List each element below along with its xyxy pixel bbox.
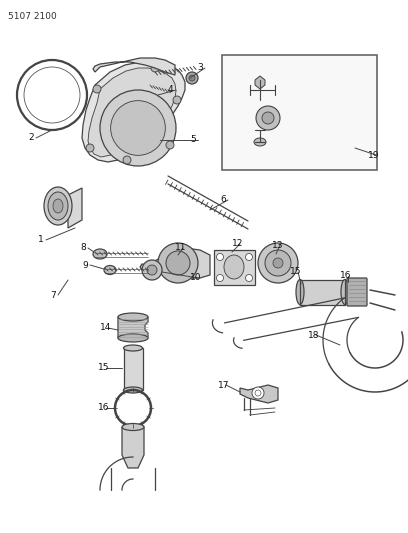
Circle shape — [273, 258, 283, 268]
Text: 13: 13 — [272, 240, 284, 249]
Text: 17: 17 — [218, 381, 229, 390]
Text: 2: 2 — [28, 133, 33, 142]
Bar — [222, 55, 377, 170]
Circle shape — [256, 106, 280, 130]
Circle shape — [189, 75, 195, 81]
Circle shape — [258, 243, 298, 283]
Text: 9: 9 — [82, 261, 88, 270]
Text: 1: 1 — [38, 236, 44, 245]
Ellipse shape — [122, 424, 144, 431]
Polygon shape — [124, 348, 143, 390]
Text: 3: 3 — [197, 63, 203, 72]
Text: 16: 16 — [340, 271, 352, 280]
Ellipse shape — [93, 249, 107, 259]
Circle shape — [217, 274, 224, 281]
Circle shape — [111, 101, 165, 155]
Polygon shape — [93, 58, 175, 75]
Polygon shape — [88, 68, 176, 157]
Circle shape — [86, 144, 94, 152]
Text: 11: 11 — [175, 244, 186, 253]
Polygon shape — [240, 385, 278, 403]
Text: 4: 4 — [168, 85, 174, 94]
Text: 19: 19 — [368, 150, 379, 159]
FancyBboxPatch shape — [347, 278, 367, 306]
Polygon shape — [300, 280, 345, 305]
Text: 7: 7 — [50, 290, 56, 300]
Text: 16: 16 — [98, 403, 109, 413]
Polygon shape — [118, 317, 148, 338]
Polygon shape — [82, 62, 185, 162]
Ellipse shape — [48, 192, 68, 220]
Text: 15: 15 — [290, 268, 302, 277]
Ellipse shape — [104, 265, 116, 274]
Ellipse shape — [118, 313, 148, 321]
Text: 10: 10 — [190, 273, 202, 282]
Circle shape — [166, 251, 190, 275]
Ellipse shape — [224, 255, 244, 279]
Circle shape — [173, 96, 181, 104]
Text: 12: 12 — [232, 239, 244, 248]
Circle shape — [186, 72, 198, 84]
Circle shape — [217, 254, 224, 261]
Circle shape — [142, 260, 162, 280]
Ellipse shape — [44, 187, 72, 225]
Text: 8: 8 — [80, 244, 86, 253]
Ellipse shape — [124, 345, 142, 351]
Circle shape — [262, 112, 274, 124]
Circle shape — [123, 156, 131, 164]
Text: 5107 2100: 5107 2100 — [8, 12, 57, 21]
Circle shape — [252, 387, 264, 399]
Circle shape — [246, 274, 253, 281]
Circle shape — [147, 265, 157, 275]
Text: 14: 14 — [100, 324, 111, 333]
Circle shape — [93, 85, 101, 93]
Text: 15: 15 — [98, 364, 109, 373]
Ellipse shape — [254, 138, 266, 146]
Circle shape — [158, 243, 198, 283]
Text: 5: 5 — [190, 135, 196, 144]
Circle shape — [265, 250, 291, 276]
Circle shape — [246, 254, 253, 261]
Ellipse shape — [118, 334, 148, 342]
Circle shape — [166, 141, 174, 149]
Text: 18: 18 — [308, 330, 319, 340]
Polygon shape — [68, 188, 82, 228]
Polygon shape — [214, 250, 255, 285]
Text: 6: 6 — [220, 196, 226, 205]
Polygon shape — [122, 427, 144, 468]
Ellipse shape — [53, 199, 63, 213]
Ellipse shape — [296, 279, 304, 304]
Ellipse shape — [124, 387, 142, 393]
Circle shape — [100, 90, 176, 166]
Ellipse shape — [341, 279, 349, 304]
Circle shape — [151, 64, 159, 72]
Polygon shape — [140, 248, 210, 278]
Polygon shape — [255, 76, 265, 89]
